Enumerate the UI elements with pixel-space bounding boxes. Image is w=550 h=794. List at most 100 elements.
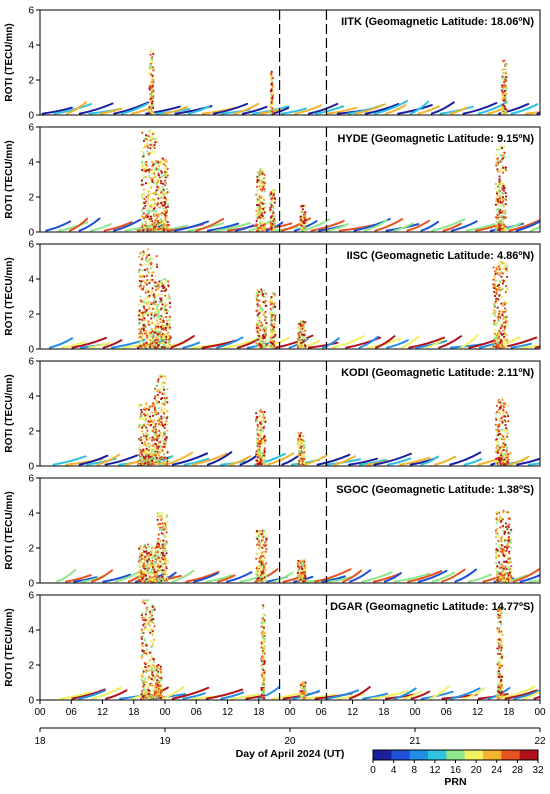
roti-point xyxy=(502,103,505,106)
roti-point xyxy=(159,696,162,700)
roti-point xyxy=(168,327,171,330)
roti-point xyxy=(499,514,502,517)
roti-point xyxy=(148,129,151,132)
roti-point xyxy=(495,449,498,452)
roti-point xyxy=(145,648,149,651)
roti-point xyxy=(496,157,499,160)
roti-point xyxy=(146,654,149,657)
roti-point xyxy=(259,206,262,209)
roti-point xyxy=(142,156,145,160)
roti-point xyxy=(163,159,166,162)
roti-point xyxy=(163,196,166,200)
roti-point xyxy=(152,92,155,95)
roti-point xyxy=(151,664,155,667)
roti-point xyxy=(301,226,304,229)
roti-point xyxy=(156,551,159,554)
roti-point xyxy=(158,515,162,518)
roti-point xyxy=(142,285,145,288)
pass-arc xyxy=(216,336,244,349)
roti-point xyxy=(147,622,150,625)
pass-arc xyxy=(509,455,530,466)
roti-point xyxy=(166,309,169,312)
roti-point xyxy=(256,330,259,333)
roti-point xyxy=(508,573,511,576)
roti-point xyxy=(497,433,500,437)
roti-point xyxy=(263,463,266,466)
pass-arc xyxy=(226,571,253,583)
roti-point xyxy=(165,552,168,555)
roti-point xyxy=(504,452,507,455)
roti-point xyxy=(255,429,259,432)
roti-point xyxy=(273,318,277,321)
roti-point xyxy=(145,341,148,344)
roti-point xyxy=(496,217,499,220)
roti-point xyxy=(270,320,273,323)
roti-point xyxy=(141,551,144,554)
roti-point xyxy=(149,620,153,623)
roti-point xyxy=(500,544,503,547)
roti-point xyxy=(166,198,169,201)
roti-point xyxy=(165,540,168,543)
roti-point xyxy=(150,109,153,112)
roti-point xyxy=(164,400,168,403)
roti-point xyxy=(144,288,148,292)
roti-point xyxy=(498,267,501,270)
roti-point xyxy=(153,298,156,302)
roti-point xyxy=(138,575,142,579)
roti-point xyxy=(505,411,508,414)
roti-point xyxy=(141,577,144,580)
roti-point xyxy=(257,463,260,466)
roti-point xyxy=(258,185,261,188)
roti-point xyxy=(155,189,158,192)
roti-point xyxy=(257,534,261,537)
roti-point xyxy=(255,530,259,533)
roti-point xyxy=(262,560,265,563)
roti-point xyxy=(156,346,159,349)
roti-point xyxy=(148,307,151,311)
roti-point xyxy=(503,574,506,577)
roti-point xyxy=(142,170,145,173)
roti-point xyxy=(264,550,267,553)
roti-point xyxy=(148,436,151,440)
roti-point xyxy=(256,197,259,200)
roti-point xyxy=(142,167,146,171)
pass-arc xyxy=(534,345,540,349)
roti-point xyxy=(165,322,169,325)
roti-point xyxy=(498,458,501,462)
roti-point xyxy=(497,319,500,323)
roti-point xyxy=(148,229,152,232)
roti-point xyxy=(259,309,262,313)
roti-point xyxy=(148,334,151,337)
y-axis-label: ROTI (TECU/mn) xyxy=(4,374,15,452)
roti-point xyxy=(150,678,153,681)
roti-point xyxy=(264,327,267,331)
roti-point xyxy=(506,337,509,340)
roti-point xyxy=(510,568,513,572)
roti-point xyxy=(153,406,156,409)
roti-point xyxy=(161,175,164,179)
pass-arc xyxy=(402,690,422,700)
roti-point xyxy=(149,50,152,54)
roti-point xyxy=(142,279,145,282)
roti-point xyxy=(503,545,506,549)
roti-point xyxy=(493,328,496,331)
roti-point xyxy=(264,330,268,333)
roti-point xyxy=(163,528,166,531)
roti-point xyxy=(157,523,160,526)
roti-point xyxy=(269,317,272,320)
roti-point xyxy=(152,617,155,621)
roti-point xyxy=(144,455,147,458)
pass-arc xyxy=(508,219,540,232)
pass-arc xyxy=(430,101,455,115)
roti-point xyxy=(296,326,299,330)
roti-point xyxy=(140,690,144,693)
roti-point xyxy=(509,558,512,561)
roti-point xyxy=(302,447,305,450)
roti-point xyxy=(146,322,149,325)
roti-point xyxy=(502,332,505,336)
roti-point xyxy=(256,178,259,181)
roti-point xyxy=(269,210,272,213)
pass-arc xyxy=(233,102,260,115)
roti-point xyxy=(262,420,265,423)
roti-point xyxy=(257,568,260,571)
